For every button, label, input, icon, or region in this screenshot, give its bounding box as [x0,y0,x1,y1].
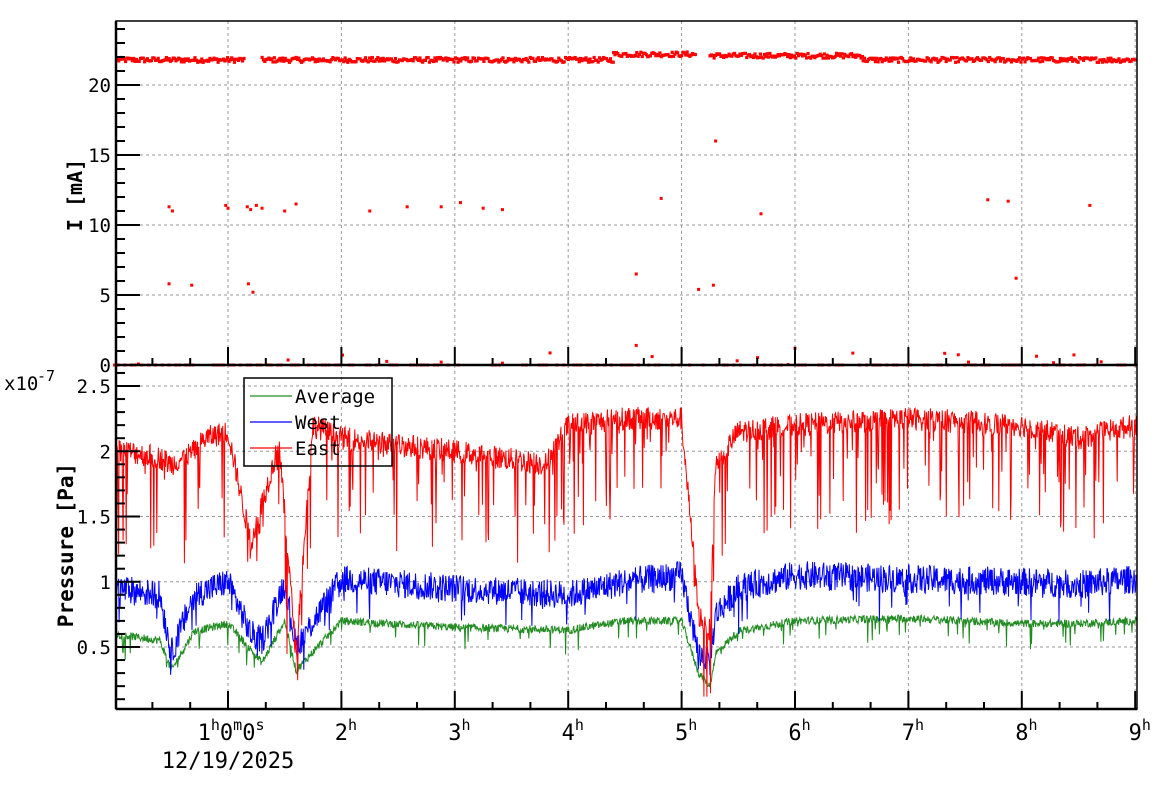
west-legend-label: West [295,412,341,434]
legend: Average West East [243,377,393,467]
pressure-line-series [115,406,1138,697]
bottom-y-axis-label: Pressure [Pa] [54,463,78,627]
legend-box [243,377,393,467]
top-y-tick-label: 20 [88,75,111,97]
top-y-tick-label: 5 [100,285,111,307]
y-exponent-label: x10 -7 [4,367,55,395]
bottom-y-tick-label: 2 [100,441,111,463]
grid-top [116,21,1137,365]
x-tick-label: 6h [788,716,810,746]
x-tick-label: 7h [902,716,924,746]
axes [114,20,1138,711]
bottom-y-tick-label: 0.5 [77,637,111,659]
top-y-tick-label: 0 [100,355,111,377]
average-legend-label: Average [295,386,375,408]
bottom-y-tick-label: 1.5 [77,507,111,529]
x-tick-label: 4h [562,716,584,746]
x-tick-label: 3h [448,716,470,746]
east-legend-label: East [295,438,341,460]
bottom-y-tick-label: 1 [100,572,111,594]
tick-labels: 0 5 10 15 20 0.5 1 1.5 2 2.5 1h0m0s 2h 3h 4h 5h 6h 7h 8h 9… [77,75,1151,746]
x-tick-label: 1h0m0s [198,716,265,746]
top-y-tick-label: 10 [88,215,111,237]
bottom-y-tick-label: 2.5 [77,376,111,398]
x-tick-label: 9h [1129,716,1151,746]
current-scatter-series [113,50,1137,367]
top-y-tick-label: 15 [88,145,111,167]
x-axis-date-label: 12/19/2025 [162,749,294,774]
x-tick-label: 2h [335,716,357,746]
exponent-power: -7 [37,367,55,385]
top-y-axis-label: I [mA] [63,159,87,231]
x-tick-label: 5h [675,716,697,746]
x-tick-label: 8h [1015,716,1037,746]
exponent-base: x10 [4,373,38,395]
